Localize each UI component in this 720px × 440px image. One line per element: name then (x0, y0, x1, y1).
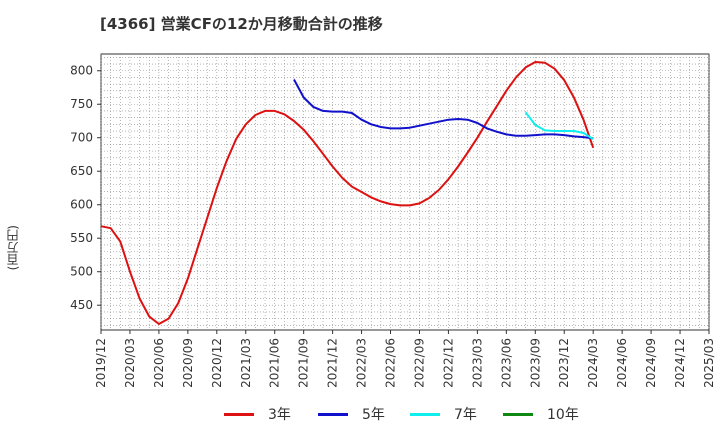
x-tick-label: 2024/03 (586, 338, 600, 388)
x-tick-label: 2024/09 (644, 338, 658, 388)
x-tick-label: 2022/06 (384, 338, 398, 388)
y-tick-label: 550 (70, 231, 93, 245)
chart-legend: 3年 5年 7年 10年 (0, 402, 720, 426)
legend-swatch (318, 412, 348, 416)
legend-swatch (503, 412, 533, 416)
x-tick-label: 2024/06 (615, 338, 629, 388)
x-tick-label: 2020/12 (210, 338, 224, 388)
y-tick-label: 500 (70, 265, 93, 279)
x-tick-label: 2021/03 (239, 338, 253, 388)
x-tick-label: 2021/06 (268, 338, 282, 388)
legend-item: 5年 (318, 402, 385, 426)
legend-item: 3年 (224, 402, 291, 426)
legend-label: 10年 (547, 407, 579, 423)
legend-label: 7年 (454, 407, 477, 423)
legend-label: 5年 (362, 407, 385, 423)
legend-swatch (224, 412, 254, 416)
legend-item: 7年 (410, 402, 477, 426)
x-tick-label: 2021/12 (326, 338, 340, 388)
x-tick-label: 2021/09 (297, 338, 311, 388)
legend-swatch (410, 412, 440, 416)
y-tick-label: 600 (70, 198, 93, 212)
chart-title: [4366] 営業CFの12か月移動合計の推移 (100, 15, 383, 33)
series-line-2 (293, 79, 594, 140)
x-tick-label: 2025/03 (702, 338, 716, 388)
x-tick-label: 2023/06 (499, 338, 513, 388)
y-tick-label: 650 (70, 164, 93, 178)
x-tick-label: 2023/03 (470, 338, 484, 388)
series-line-3 (524, 111, 594, 140)
plot-area (100, 53, 710, 331)
x-tick-label: 2022/03 (355, 338, 369, 388)
y-tick-label: 450 (70, 298, 93, 312)
x-tick-label: 2022/12 (441, 338, 455, 388)
x-tick-label: 2019/12 (94, 338, 108, 388)
y-tick-label: 800 (70, 64, 93, 78)
x-tick-label: 2020/09 (181, 338, 195, 388)
x-tick-label: 2022/09 (412, 338, 426, 388)
x-tick-label: 2023/09 (528, 338, 542, 388)
y-tick-label: 700 (70, 131, 93, 145)
x-tick-label: 2023/12 (557, 338, 571, 388)
x-tick-label: 2020/06 (152, 338, 166, 388)
legend-item: 10年 (503, 402, 579, 426)
x-tick-label: 2024/12 (673, 338, 687, 388)
legend-label: 3年 (268, 407, 291, 423)
y-tick-label: 750 (70, 97, 93, 111)
x-tick-label: 2020/03 (123, 338, 137, 388)
series-line-1 (100, 61, 595, 325)
